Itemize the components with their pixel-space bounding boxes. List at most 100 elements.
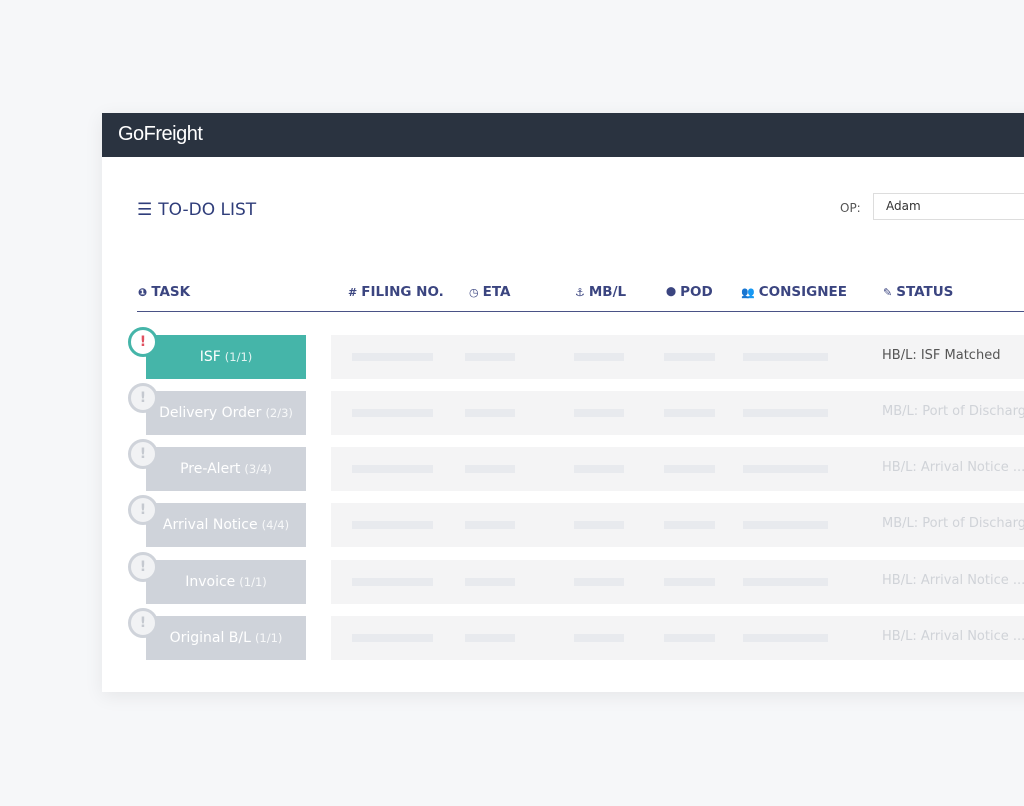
placeholder-bar bbox=[352, 521, 433, 529]
placeholder-bar bbox=[574, 353, 624, 361]
exclamation-circle-icon: ❶ bbox=[138, 285, 148, 299]
task-button[interactable]: Delivery Order (2/3) bbox=[146, 391, 306, 435]
row-details[interactable] bbox=[331, 335, 1024, 379]
row-details[interactable] bbox=[331, 560, 1024, 604]
task-count: (1/1) bbox=[224, 350, 253, 364]
alert-icon: ! bbox=[128, 552, 158, 582]
column-header-eta[interactable]: ◷ ETA bbox=[469, 284, 510, 300]
column-header-mb-l[interactable]: ⚓ MB/L bbox=[575, 284, 626, 300]
column-header-label: POD bbox=[680, 284, 713, 300]
placeholder-bar bbox=[465, 578, 515, 586]
column-header-label: STATUS bbox=[896, 284, 954, 300]
status-text: HB/L: Arrival Notice ... bbox=[882, 573, 1024, 588]
row-details[interactable] bbox=[331, 391, 1024, 435]
column-header-label: TASK bbox=[151, 284, 191, 300]
status-text: HB/L: ISF Matched bbox=[882, 348, 1001, 363]
column-header-label: MB/L bbox=[588, 284, 627, 300]
alert-icon: ! bbox=[128, 327, 158, 357]
table-row[interactable]: Arrival Notice (4/4) ! MB/L: Port of Disc… bbox=[102, 495, 1024, 547]
task-name: Pre-Alert bbox=[180, 461, 241, 477]
task-count: (2/3) bbox=[265, 406, 293, 420]
column-header-label: CONSIGNEE bbox=[758, 284, 847, 300]
task-button[interactable]: Pre-Alert (3/4) bbox=[146, 447, 306, 491]
placeholder-bar bbox=[664, 353, 715, 361]
placeholder-bar bbox=[465, 465, 515, 473]
placeholder-bar bbox=[465, 353, 515, 361]
row-details[interactable] bbox=[331, 616, 1024, 660]
gofreight-logo[interactable]: GoFreight bbox=[118, 123, 203, 145]
placeholder-bar bbox=[352, 353, 433, 361]
table-row[interactable]: Delivery Order (2/3) ! MB/L: Port of Disc… bbox=[102, 383, 1024, 435]
row-details[interactable] bbox=[331, 503, 1024, 547]
status-text: HB/L: Arrival Notice ... bbox=[882, 460, 1024, 475]
alert-icon: ! bbox=[128, 495, 158, 525]
placeholder-bar bbox=[664, 634, 715, 642]
page-title: ☰ TO-DO LIST bbox=[137, 200, 256, 220]
placeholder-bar bbox=[664, 578, 715, 586]
task-button[interactable]: Original B/L (1/1) bbox=[146, 616, 306, 660]
map-pin-icon: ⬤ bbox=[666, 287, 677, 297]
placeholder-bar bbox=[664, 465, 715, 473]
placeholder-bar bbox=[352, 465, 433, 473]
column-header-filing-no[interactable]: # FILING NO. bbox=[348, 284, 444, 300]
task-count: (1/1) bbox=[254, 631, 283, 645]
top-bar: GoFreight bbox=[102, 113, 1024, 157]
placeholder-bar bbox=[352, 409, 433, 417]
alert-icon: ! bbox=[128, 608, 158, 638]
placeholder-bar bbox=[743, 634, 828, 642]
table-row[interactable]: Pre-Alert (3/4) ! HB/L: Arrival Notice ..… bbox=[102, 439, 1024, 491]
column-header-task[interactable]: ❶ TASK bbox=[138, 284, 190, 300]
status-text: MB/L: Port of Discharge bbox=[882, 404, 1024, 419]
anchor-icon: ⚓ bbox=[575, 285, 585, 299]
task-name: Original B/L bbox=[169, 630, 251, 646]
task-name: ISF bbox=[199, 349, 221, 365]
column-header-consignee[interactable]: 👥 CONSIGNEE bbox=[741, 284, 847, 300]
placeholder-bar bbox=[574, 409, 624, 417]
task-button[interactable]: Invoice (1/1) bbox=[146, 560, 306, 604]
placeholder-bar bbox=[465, 634, 515, 642]
placeholder-bar bbox=[743, 409, 828, 417]
column-header-status[interactable]: ✎ STATUS bbox=[883, 284, 953, 300]
placeholder-bar bbox=[743, 521, 828, 529]
placeholder-bar bbox=[574, 634, 624, 642]
placeholder-bar bbox=[574, 465, 624, 473]
pencil-icon: ✎ bbox=[883, 285, 893, 299]
placeholder-bar bbox=[352, 578, 433, 586]
op-label: OP: bbox=[840, 201, 861, 215]
placeholder-bar bbox=[743, 465, 828, 473]
table-row[interactable]: ISF (1/1) ! HB/L: ISF Matched bbox=[102, 327, 1024, 379]
column-header-pod[interactable]: ⬤ POD bbox=[666, 284, 713, 300]
alert-icon: ! bbox=[128, 439, 158, 469]
placeholder-bar bbox=[465, 521, 515, 529]
clock-icon: ◷ bbox=[469, 285, 479, 299]
task-count: (1/1) bbox=[239, 575, 267, 589]
op-select[interactable]: Adam bbox=[873, 193, 1024, 220]
task-name: Arrival Notice bbox=[162, 517, 258, 533]
row-details[interactable] bbox=[331, 447, 1024, 491]
task-name: Invoice bbox=[185, 574, 236, 590]
placeholder-bar bbox=[574, 521, 624, 529]
list-icon: ☰ bbox=[137, 200, 153, 220]
table-row[interactable]: Original B/L (1/1) ! HB/L: Arrival Notice… bbox=[102, 608, 1024, 660]
placeholder-bar bbox=[664, 409, 715, 417]
task-count: (4/4) bbox=[261, 518, 290, 532]
placeholder-bar bbox=[352, 634, 433, 642]
alert-icon: ! bbox=[128, 383, 158, 413]
task-count: (3/4) bbox=[244, 462, 272, 476]
placeholder-bar bbox=[664, 521, 715, 529]
header-divider bbox=[137, 311, 1024, 312]
placeholder-bar bbox=[465, 409, 515, 417]
task-button[interactable]: ISF (1/1) bbox=[146, 335, 306, 379]
task-button[interactable]: Arrival Notice (4/4) bbox=[146, 503, 306, 547]
hash-icon: # bbox=[348, 285, 358, 299]
page-title-text: TO-DO LIST bbox=[158, 200, 257, 220]
placeholder-bar bbox=[743, 578, 828, 586]
table-row[interactable]: Invoice (1/1) ! HB/L: Arrival Notice ... bbox=[102, 552, 1024, 604]
placeholder-bar bbox=[574, 578, 624, 586]
task-name: Delivery Order bbox=[159, 405, 262, 421]
column-header-label: ETA bbox=[482, 284, 511, 300]
status-text: HB/L: Arrival Notice ... bbox=[882, 629, 1024, 644]
users-icon: 👥 bbox=[741, 285, 755, 299]
column-header-label: FILING NO. bbox=[361, 284, 444, 300]
placeholder-bar bbox=[743, 353, 828, 361]
